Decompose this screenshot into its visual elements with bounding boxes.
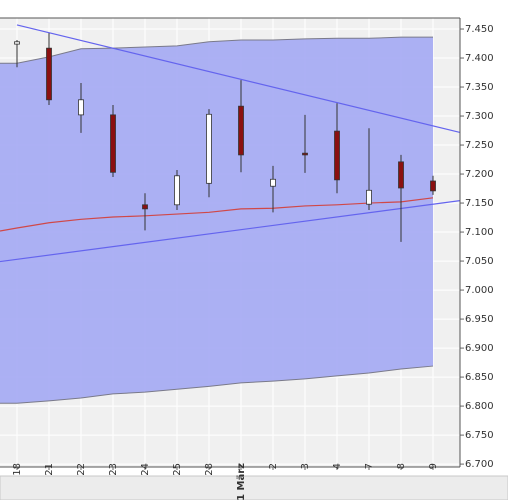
x-tick-label: 7: [364, 463, 375, 469]
y-tick-label: 6.850: [465, 372, 494, 383]
x-tick-label: 3: [300, 463, 311, 469]
candle-body: [46, 47, 52, 101]
y-tick-label: 6.800: [465, 401, 494, 412]
candle-body: [302, 152, 308, 156]
candle-body: [174, 175, 180, 206]
moving-average: [0, 197, 434, 232]
y-tick-label: 7.200: [465, 169, 494, 180]
y-tick-label: 7.300: [465, 111, 494, 122]
candle-body: [270, 178, 276, 187]
candle-body: [366, 189, 372, 205]
x-tick-label: 4: [332, 463, 343, 469]
x-tick-label: 18: [12, 463, 23, 476]
candle-body: [398, 161, 404, 189]
x-tick-label: 1 März: [236, 463, 247, 500]
bottom-bar: [0, 475, 508, 500]
y-tick-label: 7.250: [465, 140, 494, 151]
candle-body: [206, 113, 212, 184]
x-tick-label: 2: [268, 463, 279, 469]
candle-body: [14, 41, 20, 45]
candle-body: [238, 105, 244, 156]
y-tick-label: 7.350: [465, 82, 494, 93]
candle-body: [78, 99, 84, 116]
candle-body: [110, 114, 116, 173]
y-tick-label: 7.150: [465, 198, 494, 209]
trendline: [0, 200, 461, 263]
band-upper: [0, 36, 433, 64]
band-area: [0, 37, 433, 404]
y-tick-label: 6.700: [465, 459, 494, 470]
y-tick-label: 6.750: [465, 430, 494, 441]
x-tick-label: 9: [428, 463, 439, 469]
y-tick-label: 7.450: [465, 24, 494, 35]
band-lower: [0, 365, 434, 404]
candle-body: [142, 204, 148, 210]
x-tick-label: 24: [140, 463, 151, 476]
y-tick-label: 7.400: [465, 53, 494, 64]
y-tick-label: 6.950: [465, 314, 494, 325]
candle-body: [334, 130, 340, 181]
x-tick-label: 22: [76, 463, 87, 476]
x-tick-label: 25: [172, 463, 183, 476]
y-tick-label: 7.100: [465, 227, 494, 238]
trendline: [16, 24, 461, 134]
x-tick-label: 28: [204, 463, 215, 476]
x-tick-label: 21: [44, 463, 55, 476]
y-tick-label: 6.900: [465, 343, 494, 354]
x-tick-label: 8: [396, 463, 407, 469]
y-tick-label: 7.000: [465, 285, 494, 296]
y-tick-label: 7.050: [465, 256, 494, 267]
x-tick-label: 23: [108, 463, 119, 476]
candle-body: [430, 180, 436, 192]
